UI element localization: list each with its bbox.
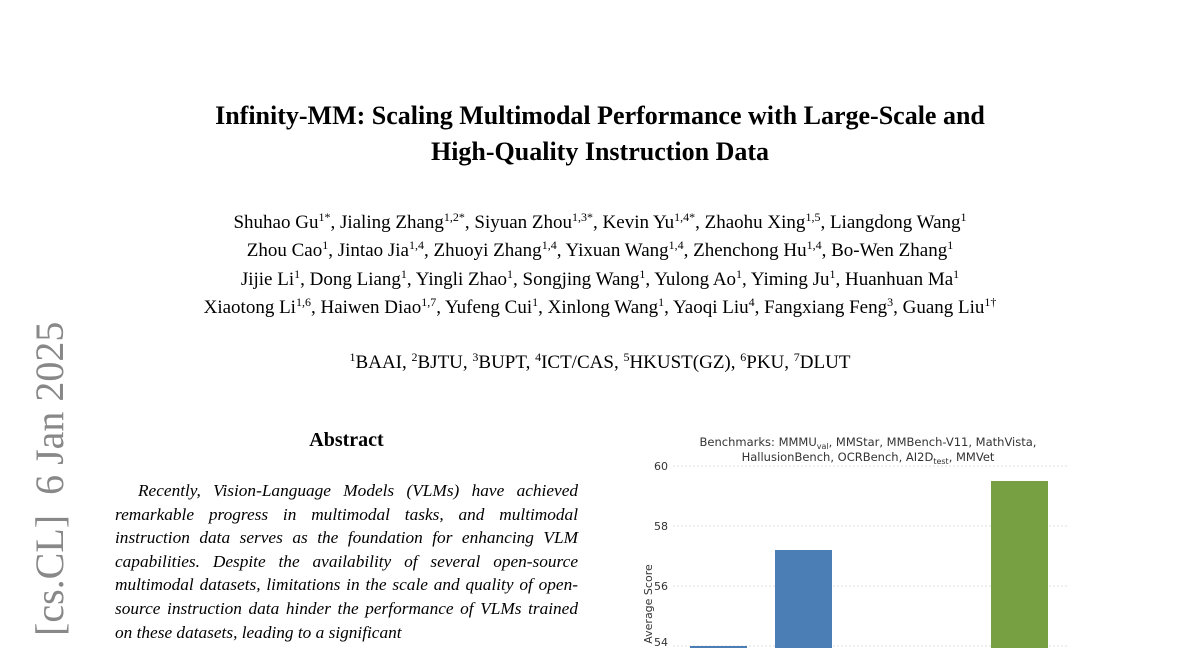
affiliation-name: BJTU [417, 352, 463, 373]
affiliation-name: HKUST(GZ) [629, 352, 731, 373]
author-name: Liangdong Wang [829, 212, 961, 233]
author-name: Siyuan Zhou [474, 212, 573, 233]
author-name: Fangxiang Feng [764, 296, 888, 318]
title-line: High-Quality Instruction Data [430, 137, 770, 166]
abstract-heading: Abstract [309, 429, 384, 451]
author-affiliation-mark: 1 [322, 238, 329, 253]
affiliation-number: 3 [472, 350, 479, 364]
y-tick-label: 56 [654, 580, 668, 593]
author-affiliation-mark: 1,4 [668, 238, 684, 253]
author-affiliation-mark: 1 [736, 266, 743, 281]
author-name: Yulong Ao [654, 268, 737, 290]
y-tick-label: 54 [654, 636, 668, 648]
author-affiliation-mark: 1 [294, 266, 301, 281]
author-affiliation-mark: 1,2* [443, 210, 465, 224]
affiliation-number: 7 [793, 350, 800, 364]
author-name: Xiaotong Li [203, 296, 296, 318]
author-affiliation-mark: 1,7 [421, 294, 437, 309]
author-name: Zhenchong Hu [693, 240, 807, 262]
author-name: Jintao Jia [337, 240, 409, 262]
author-name: Zhou Cao [246, 240, 323, 262]
author-name: Yufeng Cui [445, 296, 533, 318]
author-line: Xiaotong Li1,6, Haiwen Diao1,7, Yufeng C… [203, 294, 997, 318]
author-affiliation-mark: 1,4 [541, 238, 557, 253]
author-affiliation-mark: 1 [639, 266, 646, 281]
author-line: Jijie Li1, Dong Liang1, Yingli Zhao1, So… [240, 266, 960, 290]
author-affiliation-mark: 1* [318, 210, 331, 224]
chart-title-line2: HallusionBench, OCRBench, AI2Dtest, MMVe… [742, 450, 995, 466]
author-affiliation-mark: 1,6 [295, 294, 311, 309]
author-name: Jijie Li [240, 268, 295, 290]
y-tick-label: 60 [654, 460, 668, 473]
y-axis-label: Average Score [642, 564, 655, 644]
author-affiliation-mark: 1 [953, 266, 960, 281]
author-name: Bo-Wen Zhang [831, 240, 948, 262]
bar [775, 550, 832, 648]
author-affiliation-mark: 1,5 [805, 210, 821, 224]
affiliation-name: PKU [746, 352, 785, 373]
bar [690, 646, 747, 648]
affiliation-number: 5 [623, 350, 630, 364]
author-affiliation-mark: 3 [887, 294, 894, 309]
author-name: Zhaohu Xing [704, 212, 806, 233]
y-tick-label: 58 [654, 520, 668, 533]
author-line: Shuhao Gu1*, Jialing Zhang1,2*, Siyuan Z… [233, 210, 967, 233]
author-name: Guang Liu [902, 296, 985, 318]
author-affiliation-mark: 1 [532, 294, 539, 309]
paper-title: Infinity-MM: Scaling Multimodal Performa… [0, 98, 1200, 170]
chart-title-line1: Benchmarks: MMMUval, MMStar, MMBench-V11… [700, 435, 1037, 451]
author-name: Dong Liang [309, 268, 401, 290]
author-affiliation-mark: 1 [829, 266, 836, 281]
author-name: Jialing Zhang [339, 212, 444, 233]
affiliations: 1BAAI, 2BJTU, 3BUPT, 4ICT/CAS, 5HKUST(GZ… [349, 350, 851, 373]
author-affiliation-mark: 1 [947, 238, 954, 253]
author-name: Huanhuan Ma [845, 268, 954, 290]
affiliation-name: DLUT [799, 352, 851, 373]
author-affiliation-mark: 1 [400, 266, 407, 281]
author-affiliation-mark: 1,4* [674, 210, 696, 224]
author-affiliation-mark: 1,3* [572, 210, 594, 224]
author-name: Shuhao Gu [233, 212, 319, 233]
author-line: Zhou Cao1, Jintao Jia1,4, Zhuoyi Zhang1,… [246, 238, 954, 262]
author-list: Shuhao Gu1*, Jialing Zhang1,2*, Siyuan Z… [0, 209, 1200, 322]
author-affiliation-mark: 1,4 [806, 238, 822, 253]
author-name: Haiwen Diao [320, 296, 422, 318]
author-affiliation-mark: 1,4 [409, 238, 424, 253]
affiliation-number: 1 [349, 350, 356, 364]
author-affiliation-mark: 4 [748, 294, 755, 309]
author-name: Zhuoyi Zhang [433, 240, 542, 262]
author-affiliation-mark: 1 [507, 266, 514, 281]
author-name: Xinlong Wang [547, 296, 659, 318]
author-name: Yiming Ju [750, 268, 830, 290]
author-name: Kevin Yu [602, 212, 675, 233]
author-affiliation-mark: 1 [960, 210, 967, 224]
author-affiliation-mark: 1 [658, 294, 665, 309]
affiliation-name: BUPT [478, 352, 526, 373]
author-name: Yaoqi Liu [672, 296, 749, 318]
affiliation-number: 2 [411, 350, 418, 364]
affiliation-name: ICT/CAS [541, 352, 614, 373]
author-affiliation-mark: 1† [984, 294, 997, 309]
affiliation-number: 4 [535, 350, 542, 364]
author-name: Yixuan Wang [565, 240, 669, 262]
author-name: Songjing Wang [522, 268, 640, 290]
abstract-text: Recently, Vision-Language Models (VLMs) … [115, 481, 578, 642]
affiliation-name: BAAI [355, 352, 402, 373]
title-line: Infinity-MM: Scaling Multimodal Performa… [215, 101, 985, 130]
author-name: Yingli Zhao [415, 268, 508, 290]
bar [991, 481, 1048, 648]
affiliation-number: 6 [740, 350, 747, 364]
